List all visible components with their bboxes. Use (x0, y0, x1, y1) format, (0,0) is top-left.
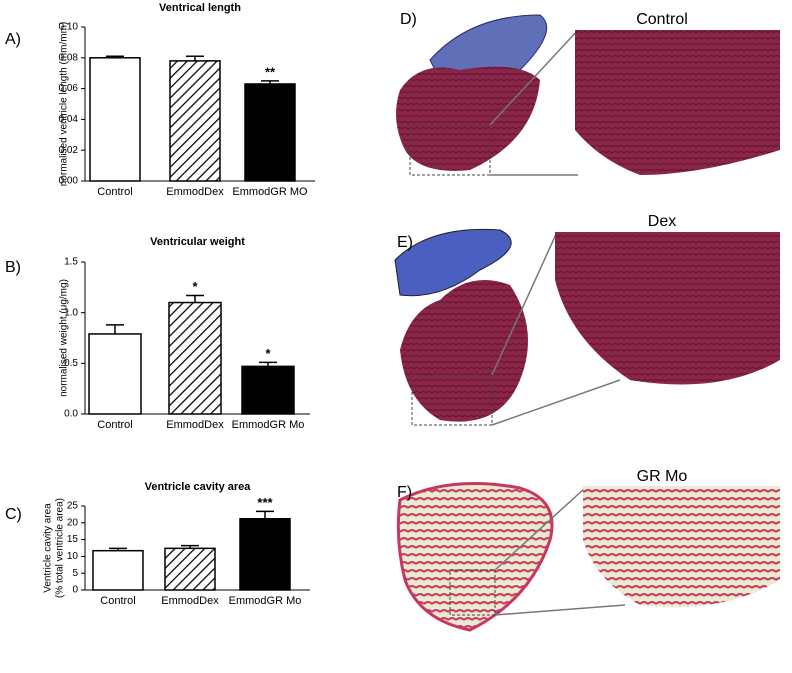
y-tick-label: 0 (72, 585, 78, 596)
y-tick-label: 1.0 (64, 307, 78, 318)
chart-title: Ventricular weight (150, 236, 245, 248)
y-tick-label: 25 (67, 501, 79, 512)
y-tick-label: 1.5 (64, 257, 78, 268)
x-tick-label: EmmodGR MO (232, 186, 308, 198)
bar (244, 83, 296, 182)
x-tick-label: EmmodDex (166, 419, 224, 431)
x-tick-label: Control (97, 419, 132, 431)
histology-gr-mo (396, 482, 780, 632)
x-tick-label: EmmodGR Mo (232, 419, 305, 431)
image-label: D) (400, 11, 417, 28)
significance-label: * (265, 346, 271, 361)
x-tick-label: EmmodDex (161, 595, 219, 607)
y-axis-label: normalised weight (ug/mg) (59, 279, 70, 397)
y-tick-label: 15 (67, 534, 79, 545)
y-tick-label: 0.0 (64, 409, 78, 420)
bar (239, 518, 291, 591)
panel-label: A) (5, 31, 21, 48)
bar (92, 549, 144, 591)
y-tick-label: 0.04 (59, 114, 79, 125)
y-tick-label: 0.06 (59, 83, 79, 94)
y-tick-label: 0.10 (59, 22, 79, 33)
bar (168, 301, 222, 415)
y-axis-label: normalised ventricle length (mm/mm) (59, 22, 70, 187)
image-label: E) (397, 234, 413, 251)
image-caption: Control (636, 11, 688, 28)
y-tick-label: 10 (67, 551, 79, 562)
histology-control (396, 14, 780, 176)
panel-label: C) (5, 506, 22, 523)
significance-label: *** (257, 495, 273, 510)
y-tick-label: 0.08 (59, 52, 79, 63)
y-axis-label: Ventricle cavity area (43, 503, 54, 593)
y-tick-label: 0.02 (59, 145, 79, 156)
bar (169, 60, 221, 182)
significance-label: * (192, 279, 198, 294)
image-caption: Dex (648, 213, 676, 230)
x-tick-label: EmmodDex (166, 186, 224, 198)
significance-label: ** (265, 64, 276, 79)
chart-title: Ventricle cavity area (145, 481, 252, 493)
bar (241, 365, 295, 415)
bar (164, 547, 216, 591)
chart-title: Ventrical length (159, 2, 241, 14)
y-tick-label: 20 (67, 517, 79, 528)
y-tick-label: 5 (72, 568, 78, 579)
y-axis-label: (% total ventricle area) (55, 498, 66, 598)
bar (88, 333, 142, 415)
y-tick-label: 0.5 (64, 358, 78, 369)
x-tick-label: Control (100, 595, 135, 607)
x-tick-label: EmmodGR Mo (229, 595, 302, 607)
image-label: F) (397, 484, 412, 501)
histology-dex (394, 228, 780, 426)
panel-label: B) (5, 259, 21, 276)
y-tick-label: 0.00 (59, 176, 79, 187)
bar (89, 57, 141, 182)
image-caption: GR Mo (637, 468, 688, 485)
x-tick-label: Control (97, 186, 132, 198)
